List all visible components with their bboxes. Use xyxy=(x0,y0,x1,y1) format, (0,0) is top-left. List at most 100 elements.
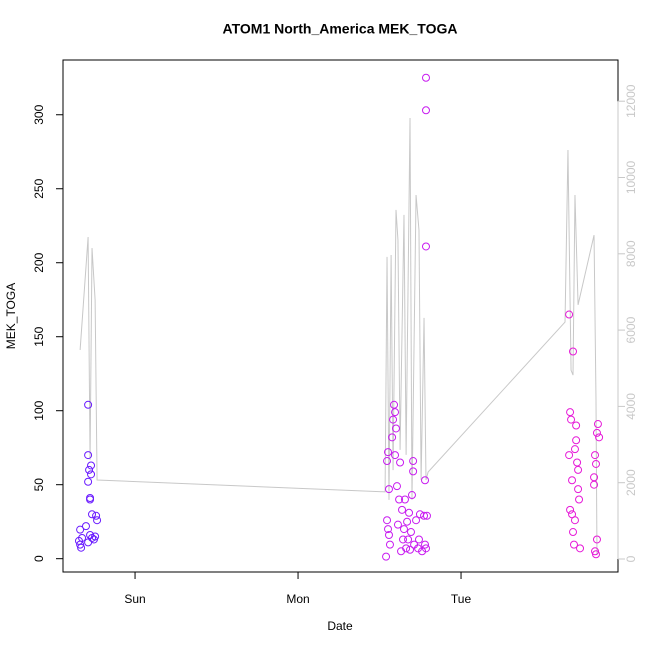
point xyxy=(421,106,430,115)
point xyxy=(86,495,95,504)
point xyxy=(565,451,574,460)
point xyxy=(390,400,399,409)
x-axis-label: Date xyxy=(327,619,353,633)
y-tick-label: 200 xyxy=(32,252,46,272)
point xyxy=(384,531,393,540)
point xyxy=(568,476,577,485)
point xyxy=(412,516,421,525)
point xyxy=(406,528,415,537)
point xyxy=(572,421,581,430)
point xyxy=(414,544,423,553)
point xyxy=(409,467,418,476)
point xyxy=(402,544,411,553)
point xyxy=(421,73,430,82)
point xyxy=(396,458,405,467)
point xyxy=(84,451,93,460)
y-tick-label: 300 xyxy=(32,104,46,124)
point xyxy=(593,420,602,429)
point xyxy=(74,536,83,545)
y-tick-label: 150 xyxy=(32,326,46,346)
point xyxy=(87,470,96,479)
point xyxy=(421,242,430,251)
y2-tick-label: 0 xyxy=(624,555,638,562)
y2-tick-label: 2000 xyxy=(624,469,638,496)
point xyxy=(84,477,93,486)
point xyxy=(591,451,600,460)
y-tick-label: 0 xyxy=(32,555,46,562)
point xyxy=(569,540,578,549)
point xyxy=(591,459,600,468)
point xyxy=(570,516,579,525)
point xyxy=(570,445,579,454)
point xyxy=(421,544,430,553)
point xyxy=(404,535,413,544)
point xyxy=(391,451,400,460)
point xyxy=(403,517,412,526)
point xyxy=(566,408,575,417)
y2-tick-label: 8000 xyxy=(624,240,638,267)
point xyxy=(384,485,393,494)
point xyxy=(575,495,584,504)
point xyxy=(81,522,90,531)
point xyxy=(392,482,401,491)
point xyxy=(566,505,575,514)
point xyxy=(421,540,430,549)
y2-tick-label: 6000 xyxy=(624,316,638,343)
point xyxy=(399,525,408,534)
point xyxy=(84,400,93,409)
point xyxy=(400,495,409,504)
x-tick-label: Tue xyxy=(451,592,472,606)
point xyxy=(395,495,404,504)
point xyxy=(595,433,604,442)
point xyxy=(382,552,391,561)
point xyxy=(565,310,574,319)
point xyxy=(88,510,97,519)
y-tick-label: 250 xyxy=(32,178,46,198)
point xyxy=(84,538,93,547)
plot-frame xyxy=(62,59,619,573)
point xyxy=(76,525,85,534)
point xyxy=(576,544,585,553)
point xyxy=(572,436,581,445)
point xyxy=(407,491,416,500)
point xyxy=(569,528,578,537)
point xyxy=(398,505,407,514)
point xyxy=(384,525,393,534)
point xyxy=(93,516,102,525)
point xyxy=(590,480,599,489)
point xyxy=(592,428,601,437)
point xyxy=(389,415,398,424)
line xyxy=(79,117,598,556)
point xyxy=(385,540,394,549)
point xyxy=(91,532,100,541)
point xyxy=(85,465,94,474)
point xyxy=(567,415,576,424)
point xyxy=(399,535,408,544)
point xyxy=(592,535,601,544)
point xyxy=(87,461,96,470)
y2-tick-label: 12000 xyxy=(624,84,638,118)
y2-tick-label: 4000 xyxy=(624,393,638,420)
y-axis-label: MEK_TOGA xyxy=(4,283,18,349)
point xyxy=(405,508,414,517)
point xyxy=(421,476,430,485)
point xyxy=(384,448,393,457)
point xyxy=(92,511,101,520)
point xyxy=(383,457,392,466)
y2-tick-label: 10000 xyxy=(624,160,638,194)
point xyxy=(393,520,402,529)
point xyxy=(409,457,418,466)
y-tick-label: 100 xyxy=(32,400,46,420)
point xyxy=(414,535,423,544)
point xyxy=(573,458,582,467)
point xyxy=(422,511,431,520)
point xyxy=(420,511,429,520)
x-tick-label: Mon xyxy=(286,592,309,606)
point xyxy=(392,424,400,433)
point xyxy=(574,465,583,474)
chart-title: ATOM1 North_America MEK_TOGA xyxy=(223,21,458,37)
y-tick-label: 50 xyxy=(32,478,46,492)
point xyxy=(569,347,578,356)
